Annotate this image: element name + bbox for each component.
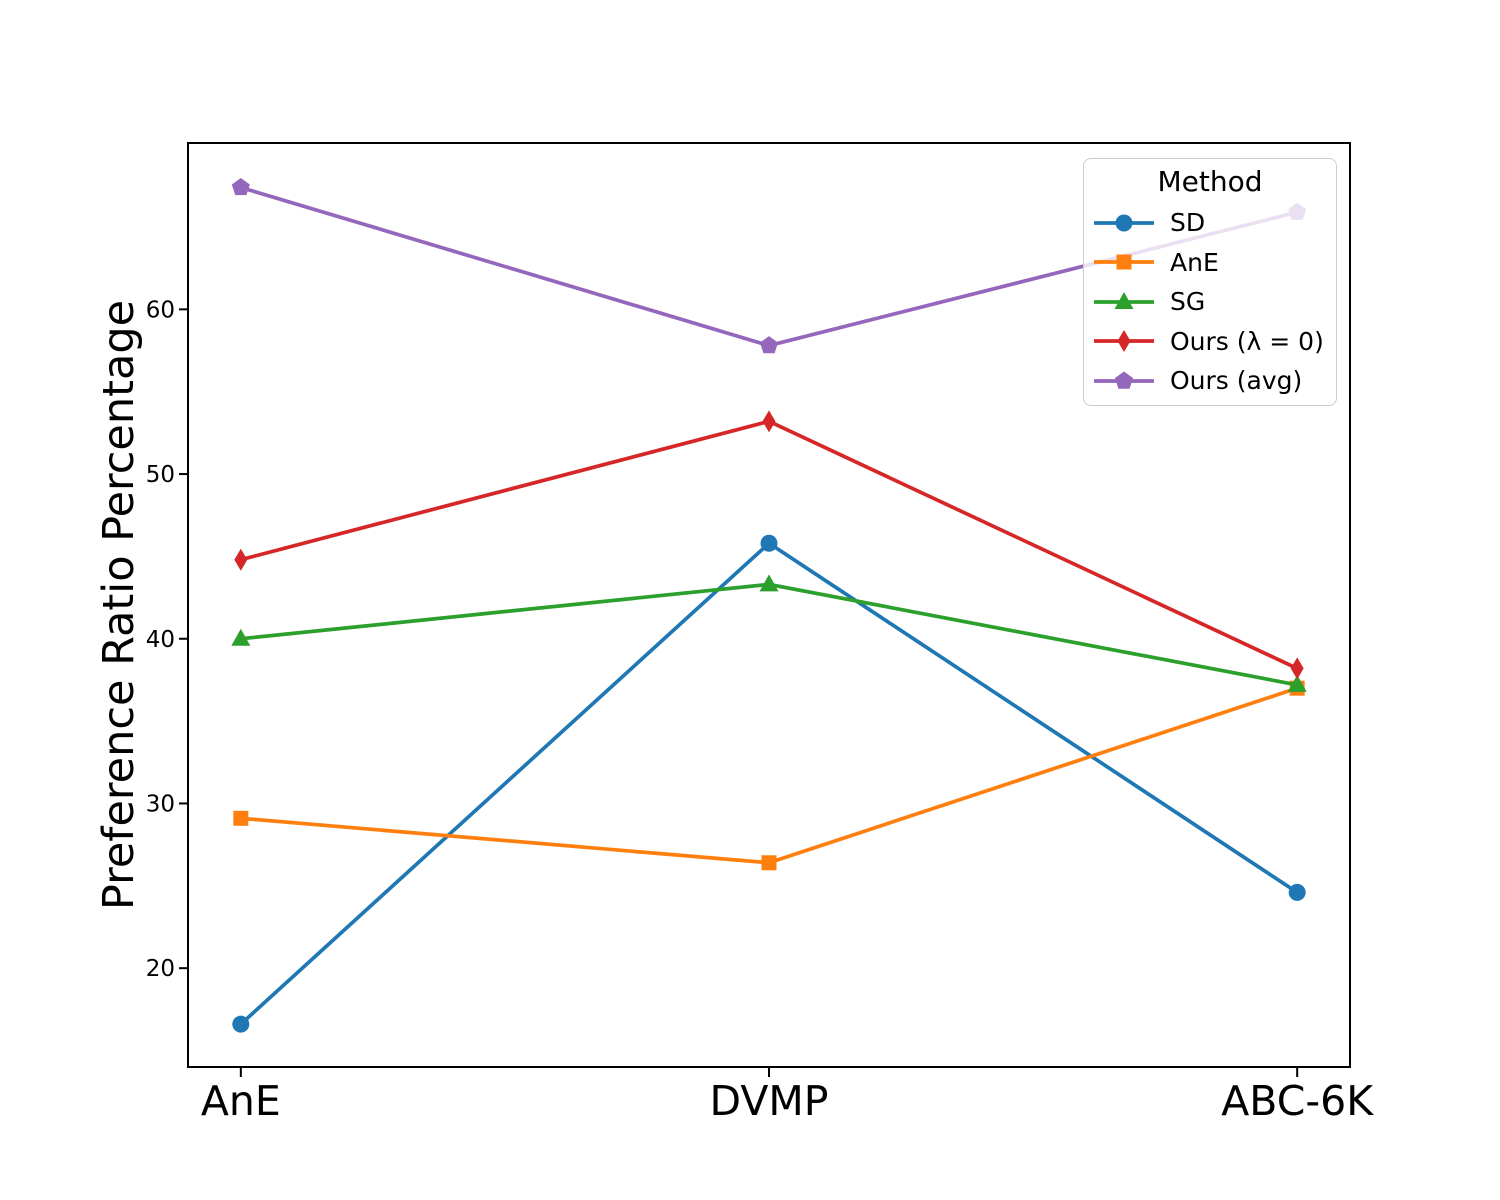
legend-marker-circle-icon: [1094, 214, 1154, 232]
legend-entry-sd: SD: [1084, 203, 1336, 243]
legend-marker-ours-0: [1117, 330, 1131, 353]
legend-marker-sg: [1114, 291, 1134, 309]
series-line-sd: [239, 540, 1299, 1026]
series-marker-sd: [760, 534, 778, 552]
x-tick-label-abc-6k: ABC-6K: [1221, 1077, 1374, 1125]
legend-label-ane: AnE: [1170, 247, 1219, 277]
y-tick-label: 20: [146, 956, 175, 982]
y-tick-label: 50: [146, 462, 175, 488]
legend-box: Method SD AnE SG Ours (λ = 0) Ours (avg): [1083, 158, 1337, 406]
series-marker-ours-0: [1290, 657, 1304, 680]
series-marker-ours-0: [234, 548, 248, 571]
y-tick-label: 60: [146, 297, 175, 323]
series-marker-sd: [1288, 883, 1306, 901]
x-tick-label-ane: AnE: [201, 1077, 281, 1125]
x-tick-label-dvmp: DVMP: [710, 1077, 829, 1125]
series-marker-ane: [233, 810, 249, 826]
series-marker-sg: [1287, 674, 1307, 692]
series-line-ane: [240, 686, 1298, 865]
legend-title: Method: [1157, 165, 1263, 198]
legend-label-ours-avg: Ours (avg): [1170, 366, 1303, 396]
legend-marker-ours-avg: [1114, 371, 1134, 389]
y-tick-label: 40: [146, 627, 175, 653]
series-marker-ours-0: [762, 410, 776, 433]
legend-entries: SD AnE SG Ours (λ = 0) Ours (avg): [1084, 203, 1336, 401]
series-marker-sg: [231, 628, 251, 646]
legend-marker-triangle-up-icon: [1094, 291, 1154, 309]
legend-entry-ours-0: Ours (λ = 0): [1084, 322, 1336, 362]
legend-marker-thin-diamond-icon: [1094, 330, 1154, 353]
y-axis-label: Preference Ratio Percentage: [94, 300, 144, 910]
legend-entry-ane: AnE: [1084, 243, 1336, 283]
legend-entry-ours-avg: Ours (avg): [1084, 361, 1336, 401]
legend-label-sd: SD: [1170, 208, 1206, 238]
legend-label-sg: SG: [1170, 287, 1206, 317]
series-line-sg: [240, 582, 1298, 687]
y-tick-label: 30: [146, 791, 175, 817]
series-marker-ane: [761, 855, 777, 871]
legend-marker-pentagon-icon: [1094, 371, 1154, 389]
legend-entry-sg: SG: [1084, 282, 1336, 322]
legend-marker-sd: [1115, 214, 1133, 232]
series-marker-sg: [759, 574, 779, 592]
legend-label-ours-0: Ours (λ = 0): [1170, 326, 1324, 356]
legend-marker-ane: [1116, 254, 1132, 270]
series-marker-ours-avg: [759, 336, 779, 354]
series-marker-ours-avg: [231, 177, 250, 196]
legend-marker-square-icon: [1094, 254, 1154, 270]
series-marker-sd: [232, 1015, 250, 1033]
